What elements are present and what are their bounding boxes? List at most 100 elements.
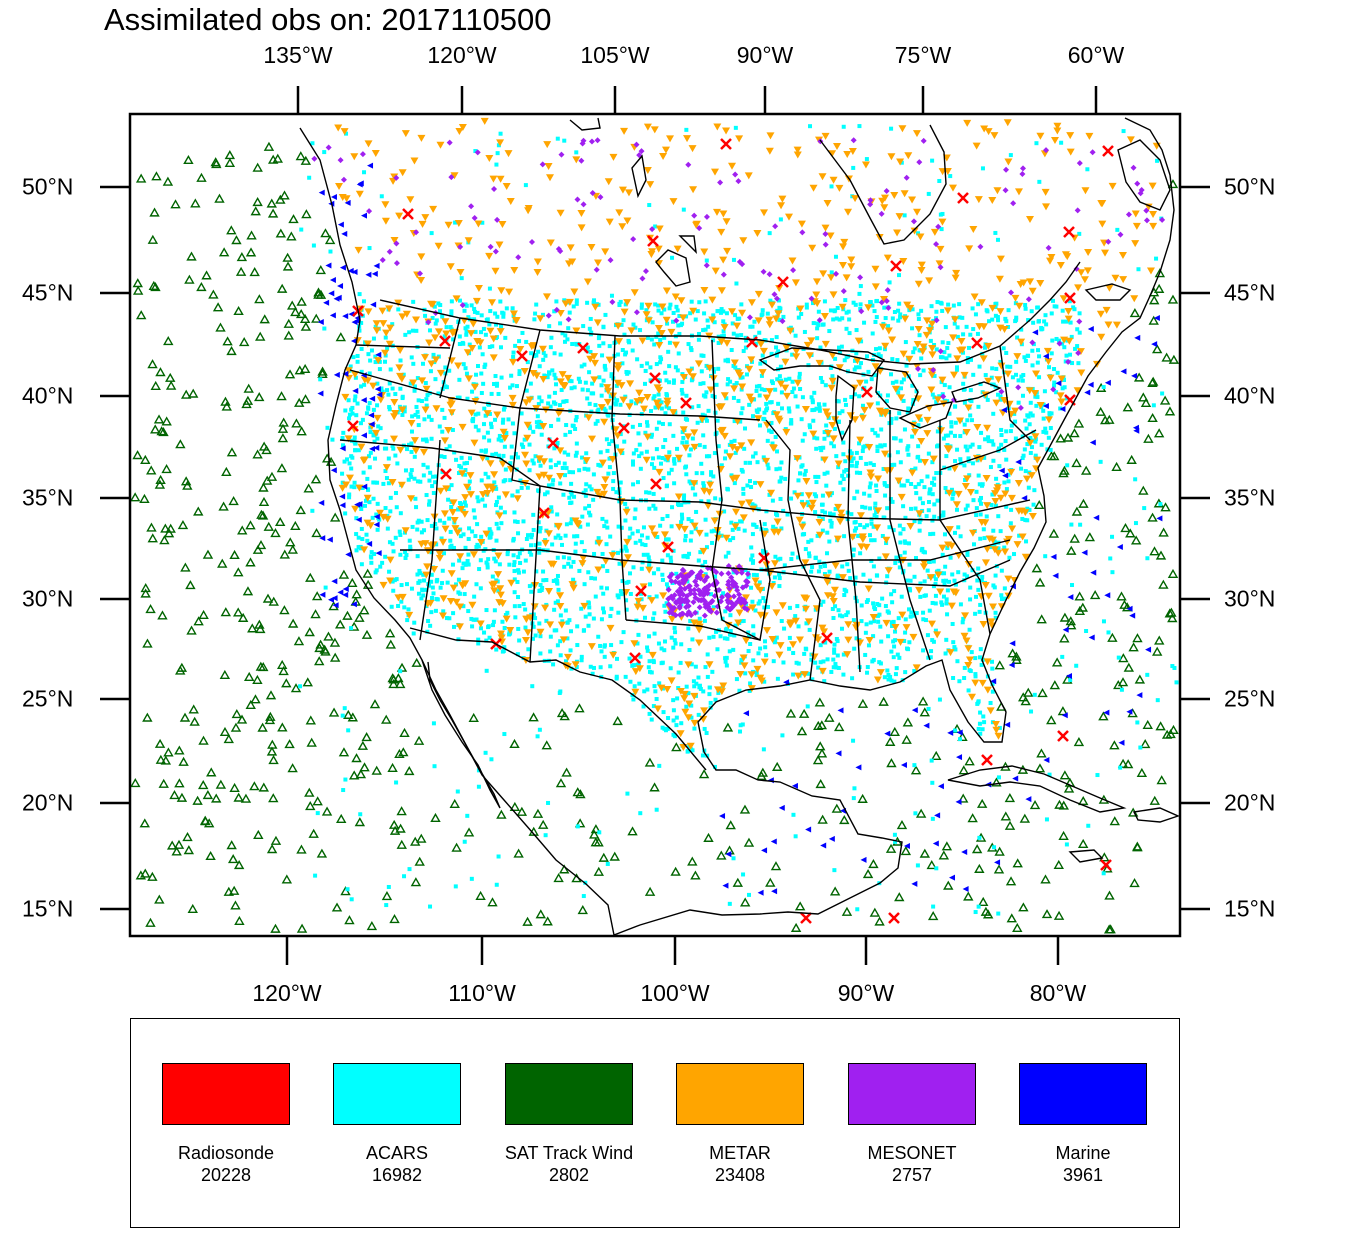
- metar-marker: [344, 374, 353, 382]
- acars-marker: [940, 308, 945, 313]
- acars-marker: [651, 571, 656, 576]
- sat-marker: [561, 767, 572, 777]
- acars-marker: [664, 582, 669, 587]
- metar-marker: [840, 238, 849, 246]
- acars-marker: [730, 321, 735, 326]
- acars-marker: [637, 442, 642, 447]
- metar-marker: [799, 502, 808, 510]
- acars-marker: [387, 407, 392, 412]
- sat-marker: [278, 417, 289, 427]
- acars-marker: [889, 372, 894, 377]
- acars-marker: [513, 343, 518, 348]
- metar-marker: [422, 571, 431, 579]
- acars-marker: [556, 417, 561, 422]
- metar-marker: [1003, 119, 1012, 127]
- metar-marker: [643, 166, 652, 174]
- acars-marker: [753, 334, 758, 339]
- acars-marker: [457, 558, 462, 563]
- metar-marker: [984, 342, 993, 350]
- sat-marker: [193, 506, 204, 516]
- sat-marker: [1059, 770, 1071, 780]
- acars-marker: [545, 490, 550, 495]
- acars-marker: [799, 311, 804, 316]
- acars-marker: [476, 428, 481, 433]
- acars-marker: [976, 302, 981, 307]
- sat-marker: [575, 789, 586, 799]
- sat-marker: [199, 815, 211, 825]
- acars-marker: [646, 564, 651, 569]
- acars-marker: [774, 335, 779, 340]
- acars-marker: [932, 476, 937, 481]
- acars-marker: [1015, 335, 1020, 340]
- sat-marker: [416, 833, 427, 843]
- acars-marker: [897, 273, 902, 278]
- acars-marker: [653, 405, 658, 410]
- acars-marker: [597, 375, 602, 380]
- acars-marker: [836, 608, 841, 613]
- acars-marker: [943, 651, 948, 656]
- acars-marker: [639, 363, 644, 368]
- acars-marker: [627, 571, 632, 576]
- metar-marker: [962, 429, 971, 437]
- acars-marker: [905, 578, 910, 583]
- acars-marker: [564, 659, 569, 664]
- acars-marker: [866, 369, 871, 374]
- sat-marker: [205, 850, 216, 861]
- sat-marker: [958, 765, 969, 775]
- acars-marker: [493, 374, 498, 379]
- acars-marker: [524, 388, 529, 393]
- acars-marker: [896, 390, 901, 395]
- acars-marker: [657, 763, 662, 768]
- acars-marker: [732, 383, 737, 388]
- metar-marker: [657, 330, 666, 338]
- acars-marker: [565, 636, 570, 641]
- acars-marker: [931, 904, 936, 909]
- acars-marker: [735, 333, 740, 338]
- sat-marker: [196, 172, 207, 182]
- acars-marker: [658, 461, 663, 466]
- acars-marker: [933, 577, 938, 582]
- acars-marker: [710, 540, 715, 545]
- metar-marker: [914, 326, 923, 334]
- acars-marker: [755, 409, 760, 414]
- acars-marker: [917, 458, 922, 463]
- acars-marker: [975, 578, 980, 583]
- acars-marker: [704, 532, 709, 537]
- sat-marker: [258, 782, 269, 792]
- sat-marker: [176, 792, 188, 802]
- acars-marker: [576, 376, 581, 381]
- acars-marker: [999, 427, 1004, 432]
- acars-marker: [869, 377, 874, 382]
- acars-marker: [1008, 521, 1013, 526]
- metar-marker: [1000, 397, 1009, 405]
- sat-marker: [219, 669, 231, 679]
- acars-marker: [484, 638, 489, 643]
- sat-marker: [284, 369, 296, 379]
- acars-marker: [950, 572, 955, 577]
- metar-marker: [742, 637, 751, 645]
- acars-marker: [778, 217, 783, 222]
- acars-marker: [738, 419, 743, 424]
- metar-marker: [770, 528, 779, 536]
- acars-marker: [457, 342, 462, 347]
- acars-marker: [478, 558, 483, 563]
- acars-marker: [916, 312, 921, 317]
- metar-marker: [1097, 333, 1106, 341]
- acars-marker: [429, 579, 434, 584]
- acars-marker: [1028, 450, 1033, 455]
- metar-marker: [961, 482, 970, 490]
- acars-marker: [1070, 583, 1075, 588]
- acars-marker: [864, 157, 869, 162]
- acars-marker: [674, 571, 679, 576]
- acars-marker: [746, 649, 751, 654]
- metar-marker: [521, 451, 530, 459]
- acars-marker: [759, 387, 764, 392]
- acars-marker: [901, 504, 906, 509]
- acars-marker: [487, 635, 492, 640]
- acars-marker: [430, 484, 435, 489]
- acars-marker: [435, 597, 440, 602]
- acars-marker: [981, 714, 986, 719]
- acars-marker: [741, 872, 746, 877]
- metar-marker: [496, 630, 505, 638]
- acars-marker: [560, 331, 565, 336]
